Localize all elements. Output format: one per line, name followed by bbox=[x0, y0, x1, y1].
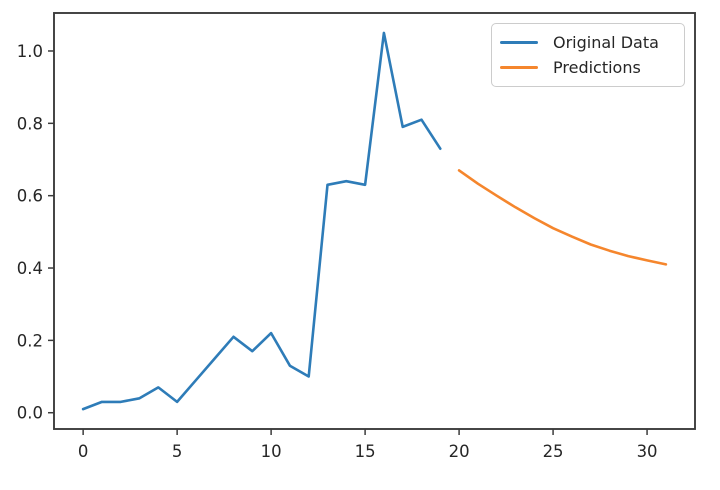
x-tick-label: 5 bbox=[172, 442, 183, 461]
series-lines-group bbox=[81, 31, 668, 411]
legend-line-swatch-original-data bbox=[500, 40, 538, 44]
y-tick-label: 0.2 bbox=[17, 331, 43, 350]
y-tick-label: 0.6 bbox=[17, 187, 43, 206]
y-tick-label: 0.4 bbox=[17, 259, 43, 278]
legend-label-predictions: Predictions bbox=[553, 58, 641, 78]
y-tick-label: 0.0 bbox=[17, 404, 43, 423]
y-tick-label: 1.0 bbox=[17, 42, 43, 61]
x-tick-label: 10 bbox=[261, 442, 282, 461]
y-tick-label: 0.8 bbox=[17, 114, 43, 133]
x-tick-label: 15 bbox=[355, 442, 376, 461]
x-tick-label: 30 bbox=[637, 442, 658, 461]
x-tick-label: 25 bbox=[543, 442, 564, 461]
legend-item-original-data: Original Data bbox=[492, 31, 684, 53]
legend: Original Data Predictions bbox=[491, 23, 685, 87]
legend-label-original-data: Original Data bbox=[553, 32, 659, 52]
series-line-original-data bbox=[81, 31, 442, 411]
x-ticks-group: 0 5 10 15 20 25 30 bbox=[78, 429, 658, 461]
series-line-predictions bbox=[457, 169, 668, 266]
legend-line-swatch-predictions bbox=[500, 66, 538, 70]
x-tick-label: 20 bbox=[449, 442, 470, 461]
y-ticks-group: 0.0 0.2 0.4 0.6 0.8 1.0 bbox=[17, 42, 54, 423]
plot-spines bbox=[53, 12, 696, 430]
legend-item-predictions: Predictions bbox=[492, 57, 684, 79]
x-tick-label: 0 bbox=[78, 442, 89, 461]
